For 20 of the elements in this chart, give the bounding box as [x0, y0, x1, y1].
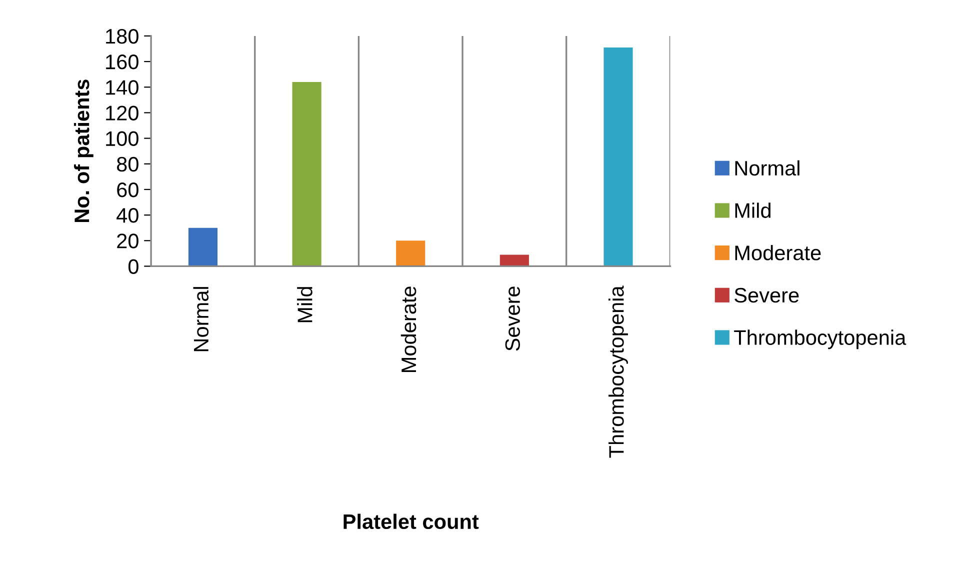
- y-tick-label: 180: [106, 28, 138, 44]
- x-tick-label: Moderate: [400, 286, 416, 372]
- y-tick-label: 140: [106, 80, 138, 95]
- y-tick-label: 0: [128, 259, 138, 274]
- x-axis-title: Platelet count: [344, 514, 479, 530]
- legend-label: Moderate: [735, 244, 821, 260]
- x-tick-label: Normal: [193, 287, 209, 352]
- y-tick-label: 120: [106, 106, 138, 120]
- y-tick-label: 100: [106, 131, 138, 146]
- y-tick-label: 60: [117, 182, 138, 198]
- legend-label: Mild: [735, 202, 770, 218]
- y-tick-label: 160: [106, 54, 138, 70]
- x-tick-label: Mild: [297, 287, 312, 322]
- x-tick-label: Severe: [505, 286, 520, 351]
- y-tick-label: 20: [117, 234, 138, 248]
- y-tick-label: 40: [116, 208, 138, 223]
- x-tick-label: Thrombocytopenia: [608, 286, 628, 458]
- y-tick-label: 80: [116, 156, 138, 172]
- y-axis-title: No. of patients: [74, 80, 94, 222]
- legend-label: Normal: [735, 160, 800, 176]
